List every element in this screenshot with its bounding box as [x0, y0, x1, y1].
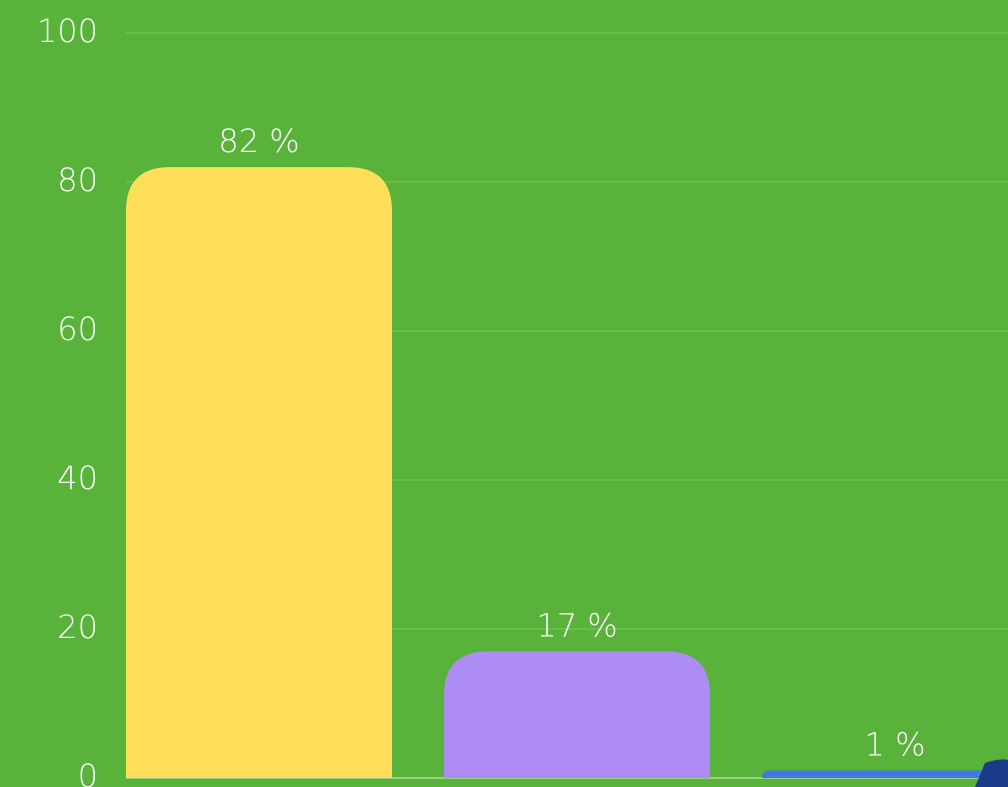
value-label: 1 % [865, 726, 926, 764]
value-label: 82 % [218, 122, 299, 160]
y-tick-label: 40 [57, 459, 98, 497]
decoration [975, 759, 1008, 787]
y-tick-label: 60 [57, 310, 98, 348]
y-tick-label: 100 [37, 12, 98, 50]
y-tick-label: 0 [78, 757, 98, 787]
value-label: 17 % [536, 606, 617, 644]
bar [762, 770, 1008, 778]
bar [444, 651, 710, 778]
bar [126, 167, 392, 779]
y-tick-label: 20 [57, 608, 98, 646]
y-tick-label: 80 [57, 161, 98, 199]
